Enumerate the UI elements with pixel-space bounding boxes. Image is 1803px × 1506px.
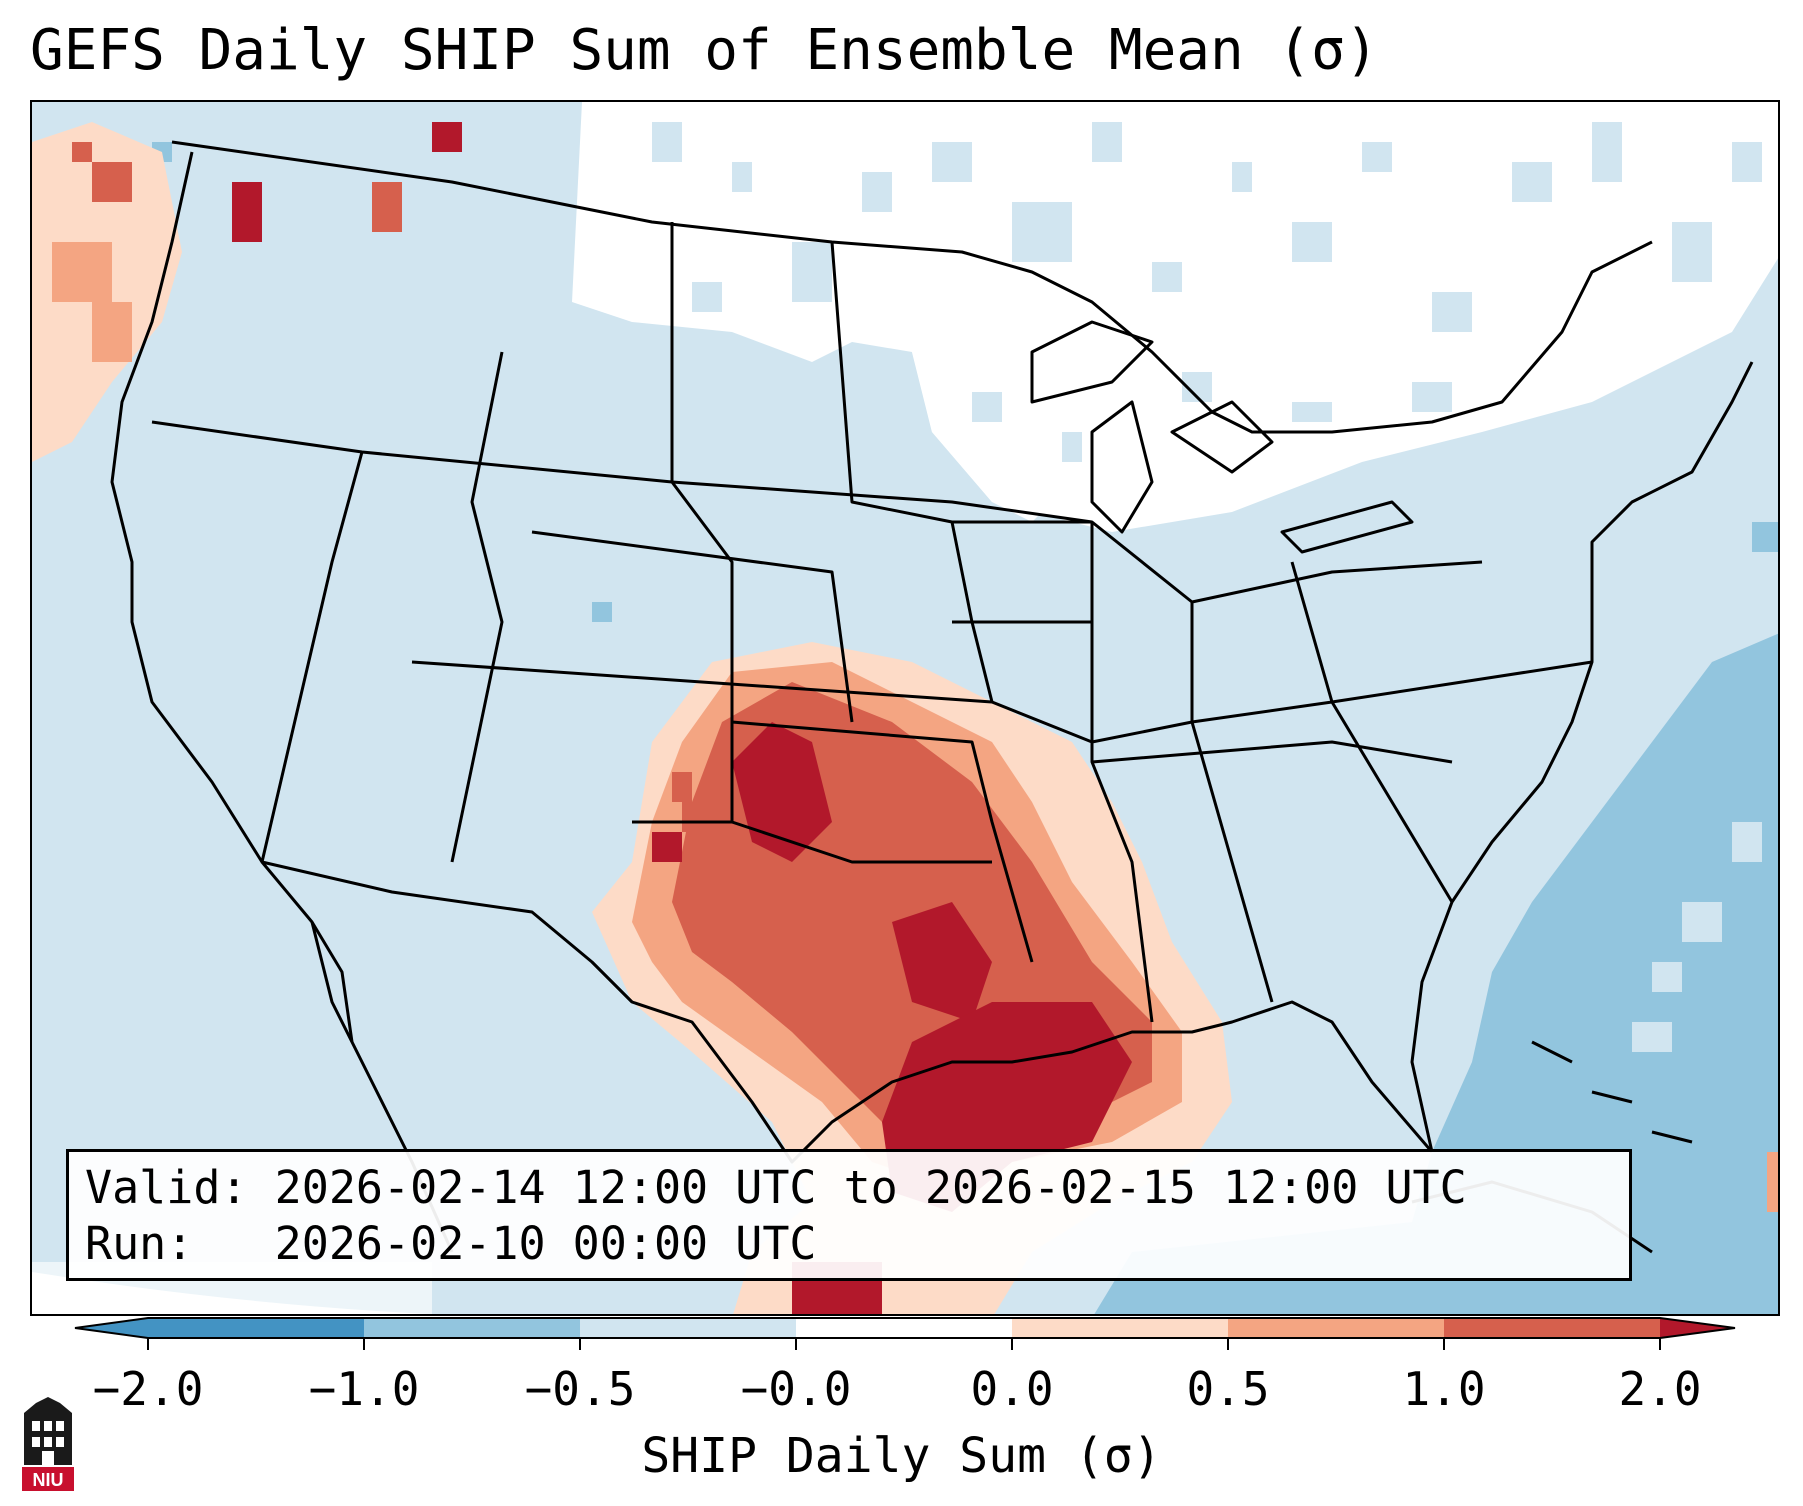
logo-text: NIU [33,1470,64,1490]
map-canvas [32,102,1778,1314]
valid-line: Valid: 2026-02-14 12:00 UTC to 2026-02-1… [85,1160,1613,1216]
logo-banner [22,1467,74,1491]
map-panel [30,100,1780,1316]
speckle [652,122,1762,462]
colorbar [74,1317,1736,1350]
deep-speckle-light [1632,822,1762,1052]
colorbar-segment [580,1318,796,1338]
colorbar-segment [364,1318,580,1338]
colorbar-segment [1228,1318,1444,1338]
run-label: Run: [85,1217,194,1270]
colorbar-segment [796,1318,1012,1338]
boundaries [110,140,1754,1254]
colorbar-tick-label: 2.0 [1618,1362,1702,1416]
colorbar-tick-label: 1.0 [1402,1362,1486,1416]
validity-info-box: Valid: 2026-02-14 12:00 UTC to 2026-02-1… [66,1149,1632,1281]
colorbar-segment [148,1318,364,1338]
run-line: Run: 2026-02-10 00:00 UTC [85,1216,1613,1272]
colorbar-tick-label: 0.0 [970,1362,1054,1416]
colorbar-extend-high [1660,1318,1735,1338]
colorbar-segment [1012,1318,1228,1338]
colorbar-segment [1444,1318,1660,1338]
colorbar-tick-label: −1.0 [308,1362,420,1416]
colorbar-tick-label: 0.5 [1186,1362,1270,1416]
projection-edge [32,1272,428,1314]
pacific-positive [32,122,1778,1212]
colorbar-tick-label: −0.5 [524,1362,636,1416]
niu-logo: NIU [22,1397,74,1491]
colorbar-tick-label: −0.0 [740,1362,852,1416]
page-title: GEFS Daily SHIP Sum of Ensemble Mean (σ) [30,18,1379,83]
colorbar-tick-label: −2.0 [92,1362,204,1416]
run-value: 2026-02-10 00:00 UTC [274,1217,817,1270]
valid-value: 2026-02-14 12:00 UTC to 2026-02-15 12:00… [274,1161,1467,1214]
valid-label: Valid: [85,1161,248,1214]
colorbar-ticks [147,1338,1661,1350]
colorbar-title: SHIP Daily Sum (σ) [641,1428,1162,1484]
colorbar-extend-low [75,1318,148,1338]
